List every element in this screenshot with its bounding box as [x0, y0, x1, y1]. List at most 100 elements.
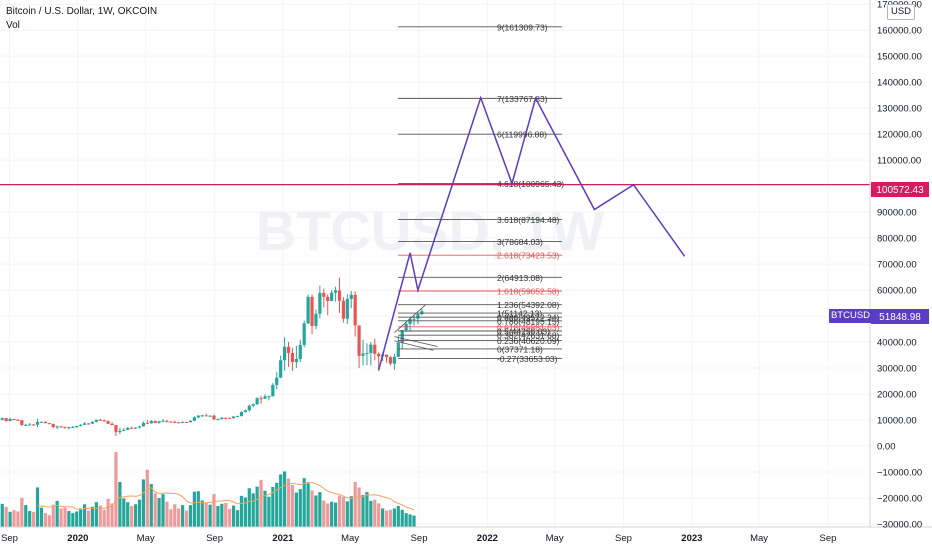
volume-bar: [86, 510, 91, 527]
price-tick-label: −30000.00: [877, 520, 922, 531]
fib-level: 6(119996.88): [398, 130, 562, 140]
candle-body: [416, 314, 420, 319]
candle-body: [192, 417, 196, 421]
volume-indicator-label[interactable]: Vol: [6, 20, 20, 31]
candle: [224, 417, 228, 420]
time-tick-label: Sep: [820, 533, 837, 544]
candle: [333, 286, 338, 302]
candle: [28, 423, 32, 426]
candle-body: [67, 427, 71, 429]
volume-bar: [82, 504, 87, 527]
fib-level: 0.236(40620.09): [398, 336, 562, 346]
volume-bar: [216, 505, 220, 527]
fib-level-label: 7(133767.83): [497, 94, 548, 104]
candle-body: [220, 417, 224, 420]
candle: [286, 341, 291, 368]
volume-bars: [0, 452, 416, 527]
volume-bar: [326, 503, 330, 527]
volume-bar: [302, 478, 306, 527]
fib-extension-levels: 10(175060.00)9(161309.73)7(133767.83)6(1…: [398, 22, 564, 364]
candle-body: [149, 420, 153, 424]
candle: [302, 320, 306, 348]
candle: [396, 336, 400, 357]
candle-body: [59, 426, 63, 428]
candle-body: [357, 325, 361, 356]
candle-body: [28, 424, 32, 426]
volume-bar: [377, 503, 381, 527]
candle-body: [4, 418, 8, 422]
volume-bar: [153, 493, 157, 527]
candle: [47, 423, 51, 425]
candle-body: [145, 422, 149, 424]
candle-body: [47, 423, 51, 425]
fib-level-label: 3(78684.03): [497, 237, 543, 247]
volume-bar: [204, 502, 208, 527]
candle-body: [75, 425, 79, 428]
price-tick-label: −20000.00: [877, 494, 922, 505]
candle-body: [263, 396, 267, 399]
candle-body: [377, 353, 381, 357]
fib-level: 0.786(48195.15): [398, 316, 562, 326]
fib-level: 3(78684.03): [398, 237, 562, 247]
candle-body: [216, 419, 220, 421]
candle-body: [286, 346, 291, 353]
hline-price-label: 100572.43: [876, 185, 924, 196]
candle-body: [279, 360, 283, 378]
candle-body: [326, 296, 330, 302]
candle: [263, 394, 267, 399]
fib-level: 2.618(73423.53): [398, 251, 562, 261]
volume-bar: [267, 496, 271, 527]
candle: [259, 395, 263, 404]
volume-bar: [161, 494, 165, 527]
candle: [392, 354, 396, 370]
volume-bar: [118, 481, 122, 527]
volume-bar: [63, 507, 67, 527]
volume-bar: [169, 509, 173, 527]
fib-level-label: 1(51142.13): [497, 309, 542, 319]
currency-button[interactable]: USD: [887, 4, 915, 20]
candle-body: [341, 300, 346, 319]
candle-body: [259, 398, 263, 400]
candle-body: [290, 352, 295, 363]
volume-bar: [137, 499, 142, 527]
candle: [279, 355, 283, 378]
candle: [326, 294, 330, 316]
candle-body: [396, 342, 400, 357]
price-tick-label: 160000.00: [877, 26, 922, 37]
time-tick-label: May: [750, 533, 768, 544]
last-price-label: 51848.98: [879, 312, 921, 323]
volume-bar: [381, 508, 385, 527]
candle-body: [392, 356, 396, 364]
fib-level: 0.886(49572.34): [398, 313, 562, 323]
candle: [310, 294, 314, 335]
candle-body: [373, 344, 377, 354]
volume-bar: [67, 511, 71, 527]
candle-body: [369, 344, 373, 353]
volume-bar: [255, 486, 259, 527]
candle-body: [90, 421, 95, 424]
wedge-line: [394, 340, 434, 351]
fib-level: 3.618(87194.48): [398, 215, 562, 225]
time-tick-label: 2021: [272, 533, 294, 544]
time-tick-label: 2022: [477, 533, 498, 544]
candle: [247, 404, 251, 412]
volume-bar: [130, 505, 134, 527]
fib-level-label: 0(37371.18): [497, 344, 543, 354]
candle-body: [333, 290, 338, 293]
volume-bar: [55, 500, 59, 527]
candle: [55, 425, 59, 430]
candle-body: [8, 419, 12, 422]
price-tick-label: 0.00: [877, 442, 896, 453]
hline-price-tag: 100572.43: [871, 182, 929, 197]
volume-bar: [361, 495, 365, 527]
volume-bar: [396, 505, 400, 527]
candle: [110, 422, 114, 426]
volume-bar: [228, 508, 232, 527]
volume-bar: [20, 497, 24, 527]
candle: [161, 419, 165, 423]
fib-level: 0(37371.18): [398, 344, 562, 354]
projection-path[interactable]: [377, 95, 686, 371]
candle-body: [318, 292, 322, 314]
volume-bar: [275, 482, 279, 527]
